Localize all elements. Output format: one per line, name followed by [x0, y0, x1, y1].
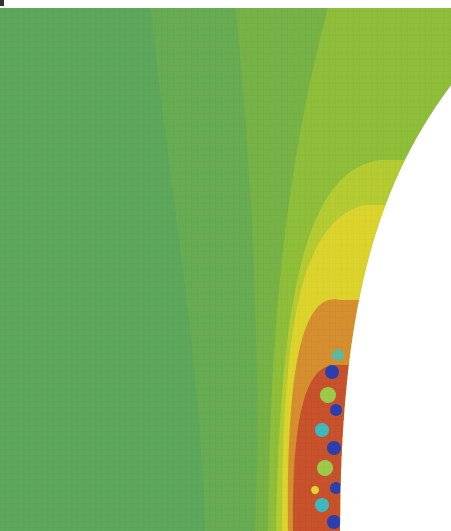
corner-mark [0, 0, 4, 6]
contour-bands [0, 0, 451, 531]
mesh [0, 0, 451, 531]
page-body: (() => { const data = JSON.parse(documen… [0, 0, 451, 531]
contour-plot [0, 0, 451, 531]
page: FE contour plot {} html, body { margin: … [0, 0, 451, 531]
